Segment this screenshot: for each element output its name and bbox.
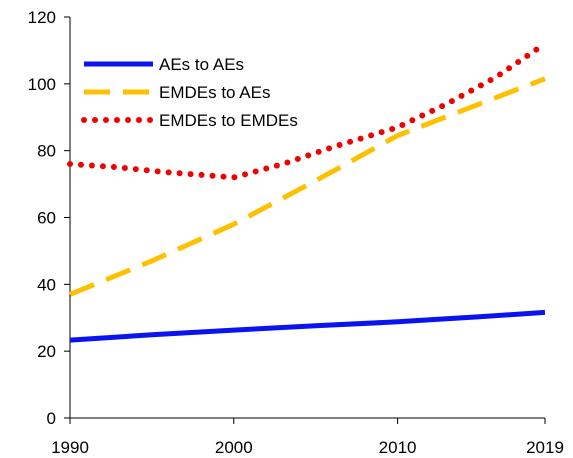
legend-label-aes-to-aes: AEs to AEs [159,55,244,74]
x-tick-label: 2010 [379,438,417,457]
y-tick-label: 40 [37,275,56,294]
x-tick-label: 2000 [215,438,253,457]
y-tick-label: 80 [37,142,56,161]
series-line-emdes-to-emdes [67,40,548,181]
legend-label-emdes-to-aes: EMDEs to AEs [159,83,270,102]
x-tick-label: 2019 [526,438,564,457]
series-line-aes-to-aes [69,309,546,343]
y-tick-label: 60 [37,209,56,228]
y-tick-label: 100 [28,75,56,94]
axes: 0 20 40 60 80 100 120 1990 2000 2010 2019 [28,8,564,457]
series-layer [67,40,548,343]
legend-label-emdes-to-emdes: EMDEs to EMDEs [159,111,298,130]
y-tick-label: 120 [28,8,56,27]
series-line-emdes-to-aes [69,76,546,297]
y-tick-label: 0 [47,409,56,428]
x-tick-label: 1990 [51,438,89,457]
legend: AEs to AEs EMDEs to AEs EMDEs to EMDEs [81,55,298,130]
y-tick-label: 20 [37,342,56,361]
